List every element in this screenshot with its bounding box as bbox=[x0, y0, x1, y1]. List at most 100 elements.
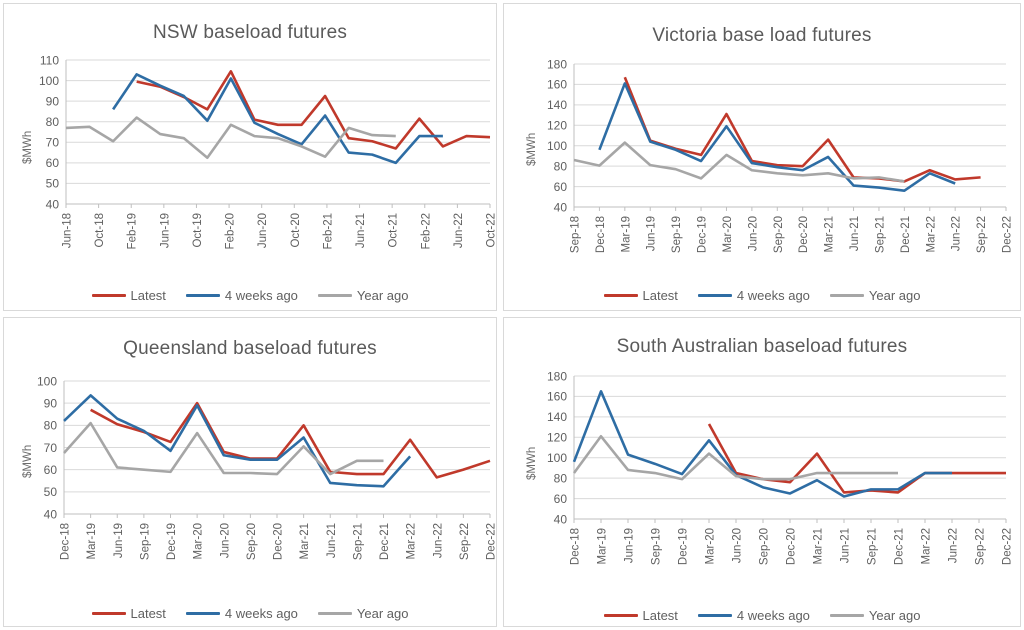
x-axis-tick-label: Dec-20 bbox=[273, 523, 285, 560]
x-axis-tick-label: Jun-22 bbox=[951, 216, 963, 251]
legend-label-latest: Latest bbox=[642, 288, 678, 303]
x-axis-tick-label: Sep-22 bbox=[459, 523, 471, 560]
x-axis-tick-label: Dec-22 bbox=[1002, 216, 1014, 253]
legend-swatch-year-ago bbox=[829, 613, 864, 618]
y-axis-tick-label: 40 bbox=[554, 512, 568, 526]
x-axis-tick-label: Mar-21 bbox=[299, 523, 311, 559]
series-line-latest bbox=[136, 70, 491, 150]
y-axis-tick-label: 180 bbox=[547, 369, 567, 383]
y-axis-tick-label: 80 bbox=[46, 115, 60, 129]
y-axis-tick-label: 50 bbox=[46, 177, 60, 191]
x-axis-tick-label: Feb-21 bbox=[322, 213, 334, 249]
panel-sa: South Australian baseload futures $MWh 4… bbox=[503, 317, 1021, 627]
series-line-year-ago bbox=[65, 116, 396, 160]
y-axis-tick-label: 120 bbox=[547, 431, 567, 445]
x-axis-tick-label: Mar-19 bbox=[86, 523, 98, 559]
x-axis-tick-label: Mar-19 bbox=[597, 528, 609, 564]
legend-item-4-weeks-ago: 4 weeks ago bbox=[697, 608, 810, 623]
x-axis-tick-label: Jun-19 bbox=[646, 216, 658, 251]
y-axis-tick-label: 110 bbox=[40, 53, 59, 67]
x-axis-tick-label: Sep-19 bbox=[139, 523, 151, 560]
legend-item-latest: Latest bbox=[91, 606, 166, 621]
x-axis-tick-label: Dec-18 bbox=[570, 528, 582, 565]
x-axis-tick-label: Jun-22 bbox=[432, 523, 444, 558]
x-axis-tick-label: Feb-19 bbox=[127, 213, 139, 249]
y-axis-tick-label: 100 bbox=[547, 451, 567, 465]
y-axis-tick-label: 180 bbox=[547, 57, 567, 71]
x-axis-tick-label: Dec-21 bbox=[894, 528, 906, 565]
legend-nsw: Latest 4 weeks ago Year ago bbox=[4, 288, 496, 303]
legend-label-4-weeks-ago: 4 weeks ago bbox=[224, 606, 298, 621]
legend-label-4-weeks-ago: 4 weeks ago bbox=[736, 608, 810, 623]
legend-swatch-4-weeks-ago bbox=[185, 293, 220, 298]
chart-title-vic: Victoria base load futures bbox=[652, 25, 872, 46]
x-axis-tick-label: Jun-22 bbox=[453, 213, 465, 248]
x-axis-tick-label: Mar-21 bbox=[813, 528, 825, 564]
y-axis-tick-label: 60 bbox=[554, 492, 568, 506]
x-axis-tick-label: Sep-22 bbox=[976, 216, 988, 253]
x-axis-tick-label: Jun-22 bbox=[948, 528, 960, 563]
legend-item-latest: Latest bbox=[603, 288, 678, 303]
y-axis-tick-label: 100 bbox=[37, 374, 57, 388]
x-axis-tick-label: Oct-18 bbox=[94, 213, 106, 248]
x-axis-tick-label: Sep-20 bbox=[759, 528, 771, 565]
x-axis-tick-label: Sep-21 bbox=[874, 216, 886, 253]
x-axis-tick-label: Dec-20 bbox=[798, 216, 810, 253]
legend-label-year-ago: Year ago bbox=[868, 288, 921, 303]
legend-swatch-year-ago bbox=[317, 293, 352, 298]
x-axis-tick-label: Dec-19 bbox=[678, 528, 690, 565]
legend-label-year-ago: Year ago bbox=[356, 288, 409, 303]
chart-title-sa: South Australian baseload futures bbox=[616, 336, 908, 357]
plot-area-qld: 40 50 60 70 80 90 100 Dec-18 Mar-19 Jun-19 Sep-19 D… bbox=[4, 373, 496, 578]
legend-swatch-4-weeks-ago bbox=[697, 293, 732, 298]
x-axis-tick-label: Jun-19 bbox=[159, 213, 171, 248]
legend-qld: Latest 4 weeks ago Year ago bbox=[4, 606, 496, 621]
legend-label-year-ago: Year ago bbox=[868, 608, 921, 623]
y-axis-tick-label: 80 bbox=[44, 419, 58, 433]
x-axis-tick-label: Sep-20 bbox=[246, 523, 258, 560]
x-axis-tick-label: Dec-18 bbox=[595, 216, 607, 253]
y-axis-tick-label: 60 bbox=[44, 463, 58, 477]
series-line-4-weeks-ago bbox=[63, 394, 412, 488]
legend-item-4-weeks-ago: 4 weeks ago bbox=[185, 606, 298, 621]
x-axis-tick-label: Oct-22 bbox=[485, 213, 497, 248]
y-axis-tick-label: 70 bbox=[46, 136, 60, 150]
x-axis-tick-label: Oct-19 bbox=[192, 213, 204, 248]
x-axis-tick-label: Dec-21 bbox=[900, 216, 912, 253]
x-axis-tick-label: Jun-20 bbox=[732, 528, 744, 563]
x-axis-tick-label: Jun-20 bbox=[257, 213, 269, 248]
legend-label-4-weeks-ago: 4 weeks ago bbox=[224, 288, 298, 303]
panel-nsw: NSW baseload futures $MWh 40 50 60 70 80 90 10… bbox=[3, 3, 497, 311]
legend-item-year-ago: Year ago bbox=[317, 288, 409, 303]
legend-swatch-latest bbox=[91, 611, 126, 616]
y-axis-tick-label: 70 bbox=[44, 441, 58, 455]
x-axis-tick-label: Jun-18 bbox=[62, 213, 74, 248]
y-axis-tick-label: 140 bbox=[547, 98, 567, 112]
y-axis-tick-label: 60 bbox=[46, 156, 60, 170]
x-axis-tick-label: Sep-18 bbox=[570, 216, 582, 253]
chart-title-qld: Queensland baseload futures bbox=[123, 338, 377, 359]
x-axis-tick-label: Mar-21 bbox=[824, 216, 836, 252]
x-axis-tick-label: Sep-21 bbox=[867, 528, 879, 565]
plot-area-vic: 40 60 80 100 120 140 160 180 Sep-18 Dec-18 Mar-19 J… bbox=[504, 56, 1020, 271]
series-line-year-ago bbox=[573, 141, 905, 183]
x-axis-tick-label: Mar-22 bbox=[921, 528, 933, 564]
legend-sa: Latest 4 weeks ago Year ago bbox=[504, 608, 1020, 623]
x-axis-tick-label: Sep-21 bbox=[352, 523, 364, 560]
x-axis-tick-label: Oct-20 bbox=[290, 213, 302, 248]
x-axis-tick-label: Jun-21 bbox=[849, 216, 861, 251]
y-axis-tick-label: 100 bbox=[547, 139, 567, 153]
x-axis-tick-label: Jun-19 bbox=[113, 523, 125, 558]
legend-label-latest: Latest bbox=[130, 606, 166, 621]
chart-svg-qld: 40 50 60 70 80 90 100 Dec-18 Mar-19 Jun-19 Sep-19 D… bbox=[37, 374, 496, 560]
x-axis-tick-label: Jun-21 bbox=[326, 523, 338, 558]
x-axis-tick-label: Feb-20 bbox=[225, 213, 237, 249]
legend-item-latest: Latest bbox=[603, 608, 678, 623]
x-axis-tick-label: Sep-19 bbox=[671, 216, 683, 253]
legend-swatch-year-ago bbox=[829, 293, 864, 298]
x-axis-tick-label: Dec-21 bbox=[379, 523, 391, 560]
y-axis-tick-label: 90 bbox=[44, 396, 58, 410]
x-axis-tick-label: Dec-22 bbox=[1002, 528, 1014, 565]
legend-item-4-weeks-ago: 4 weeks ago bbox=[697, 288, 810, 303]
legend-swatch-latest bbox=[91, 293, 126, 298]
